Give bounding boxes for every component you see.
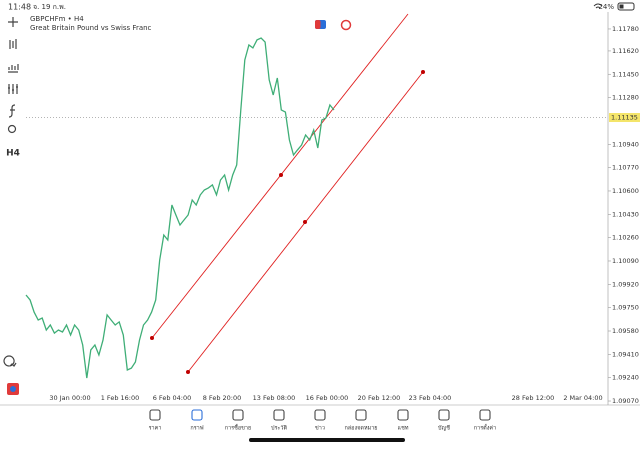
- nav-item[interactable]: ข่าว: [314, 409, 326, 432]
- nav-label: การซื้อขาย: [225, 424, 251, 432]
- settings-tool[interactable]: [8, 84, 18, 94]
- nav-item[interactable]: ราคา: [149, 409, 162, 432]
- y-tick-label: 1.10940: [612, 140, 639, 148]
- nav-item[interactable]: บัญชี: [438, 409, 450, 432]
- y-tick-label: 1.11620: [612, 47, 639, 55]
- x-tick-label: 2 Mar 04:00: [563, 394, 602, 402]
- x-tick-label: 23 Feb 04:00: [409, 394, 452, 402]
- function-tool[interactable]: [8, 104, 16, 118]
- price-label-box: [609, 113, 640, 123]
- y-tick-label: 1.09750: [612, 304, 639, 312]
- y-tick-label: 1.09240: [612, 374, 639, 382]
- signal-tool[interactable]: [3, 355, 17, 367]
- nav-item[interactable]: ประวัติ: [271, 409, 287, 432]
- price-line-series: [25, 37, 335, 379]
- x-tick-label: 13 Feb 08:00: [253, 394, 296, 402]
- nav-icon: [438, 409, 450, 421]
- anchor[interactable]: [303, 220, 307, 224]
- left-toolbar: [3, 17, 19, 367]
- y-tick-label: 1.11450: [612, 70, 639, 78]
- nav-label: กล่องจดหมาย: [344, 426, 377, 432]
- nav-label: การตั้งค่า: [474, 424, 496, 432]
- nav-icon: [397, 409, 409, 421]
- nav-item[interactable]: แชท: [397, 409, 409, 432]
- x-tick-label: 16 Feb 00:00: [306, 394, 349, 402]
- timeframe[interactable]: H4: [6, 149, 20, 159]
- x-tick-label: 30 Jan 00:00: [49, 394, 90, 402]
- home-indicator: [249, 438, 405, 442]
- anchor[interactable]: [421, 70, 425, 74]
- y-tick-label: 1.09920: [612, 280, 639, 288]
- symbol-description: Great Britain Pound vs Swiss Franc: [30, 24, 152, 32]
- nav-label: บัญชี: [438, 425, 450, 432]
- y-tick-label: 1.09070: [612, 397, 639, 405]
- nav-label: ข่าว: [315, 426, 325, 432]
- x-tick-label: 20 Feb 12:00: [358, 394, 401, 402]
- nav-item[interactable]: การตั้งค่า: [474, 409, 496, 432]
- y-tick-label: 1.10260: [612, 234, 639, 242]
- nav-item[interactable]: กล่องจดหมาย: [344, 409, 378, 432]
- crosshair-tool[interactable]: [8, 17, 18, 27]
- x-tick-label: 1 Feb 16:00: [101, 394, 140, 402]
- y-tick-label: 1.11780: [612, 25, 639, 33]
- y-tick-label: 1.11280: [612, 94, 639, 102]
- y-tick-label: 1.09580: [612, 327, 639, 335]
- nav-item[interactable]: กราฟ: [190, 409, 204, 432]
- nav-label: ประวัติ: [271, 425, 287, 432]
- nav-icon: [232, 409, 244, 421]
- battery-icon: [617, 2, 635, 11]
- nav-icon: [355, 409, 367, 421]
- nav-icon: [314, 409, 326, 421]
- nav-label: กราฟ: [190, 425, 203, 432]
- nav-label: ราคา: [149, 426, 162, 432]
- symbol[interactable]: GBPCHFm • H4: [30, 15, 84, 23]
- nav-item[interactable]: การซื้อขาย: [225, 409, 251, 432]
- templates-tool[interactable]: [7, 124, 17, 134]
- indicator-tool[interactable]: [9, 39, 17, 49]
- anchor[interactable]: [186, 370, 190, 374]
- x-tick-label: 8 Feb 20:00: [203, 394, 242, 402]
- status-battery: 24%: [598, 3, 614, 11]
- sell-half: [315, 20, 321, 29]
- y-tick-label: 1.09410: [612, 350, 639, 358]
- status-date: จ. 19 ก.พ.: [33, 3, 66, 11]
- x-tick-label: 28 Feb 12:00: [512, 394, 555, 402]
- wifi-icon: [593, 3, 603, 9]
- y-tick-label: 1.10090: [612, 257, 639, 265]
- price-label: 1.11135: [611, 114, 638, 122]
- status-time: 11:48: [8, 3, 31, 12]
- y-tick-label: 1.10430: [612, 210, 639, 218]
- y-tick-label: 1.10770: [612, 164, 639, 172]
- x-tick-label: 6 Feb 04:00: [153, 394, 192, 402]
- nav-label: แชท: [398, 425, 409, 432]
- nav-icon: [479, 409, 491, 421]
- y-tick-label: 1.10600: [612, 187, 639, 195]
- nav-icon: [191, 409, 203, 421]
- objects-tool[interactable]: [8, 64, 19, 73]
- anchor[interactable]: [150, 336, 154, 340]
- one-click-button[interactable]: [340, 19, 352, 31]
- anchor[interactable]: [279, 173, 283, 177]
- nav-icon: [273, 409, 285, 421]
- trend-anchors: [150, 70, 425, 374]
- app-icon-dot: [10, 386, 16, 392]
- nav-icon: [149, 409, 161, 421]
- battery-level: [619, 4, 624, 9]
